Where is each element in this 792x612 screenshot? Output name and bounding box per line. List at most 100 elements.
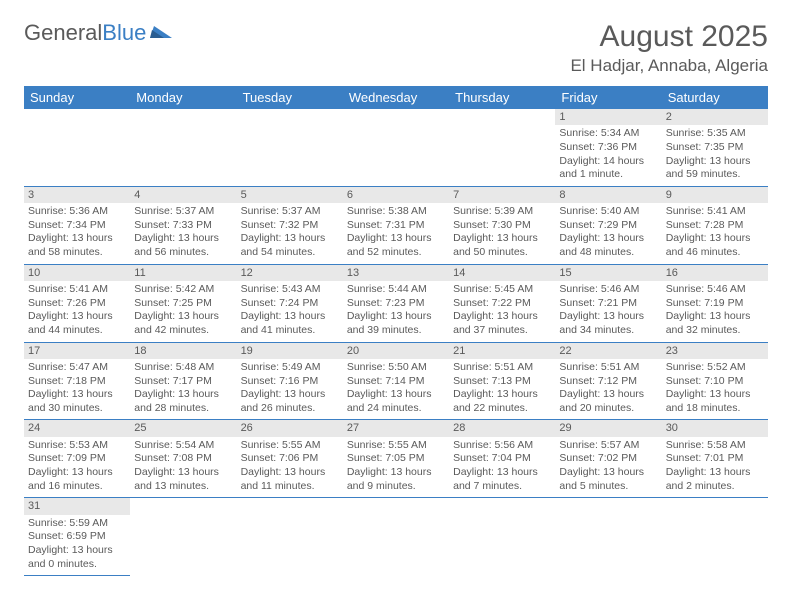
sunset-text: Sunset: 7:31 PM: [347, 219, 445, 233]
sunrise-text: Sunrise: 5:58 AM: [666, 439, 764, 453]
sunset-text: Sunset: 7:17 PM: [134, 375, 232, 389]
daylight-text: Daylight: 13 hours and 22 minutes.: [453, 388, 551, 415]
day-cell: 8Sunrise: 5:40 AMSunset: 7:29 PMDaylight…: [555, 186, 661, 264]
sunrise-text: Sunrise: 5:51 AM: [453, 361, 551, 375]
day-cell: 27Sunrise: 5:55 AMSunset: 7:05 PMDayligh…: [343, 420, 449, 498]
sunrise-text: Sunrise: 5:37 AM: [241, 205, 339, 219]
sunrise-text: Sunrise: 5:53 AM: [28, 439, 126, 453]
weekday-thursday: Thursday: [449, 86, 555, 109]
daylight-text: Daylight: 13 hours and 16 minutes.: [28, 466, 126, 493]
daylight-text: Daylight: 13 hours and 32 minutes.: [666, 310, 764, 337]
empty-cell: [237, 109, 343, 186]
daylight-text: Daylight: 13 hours and 42 minutes.: [134, 310, 232, 337]
sunset-text: Sunset: 6:59 PM: [28, 530, 126, 544]
sunrise-text: Sunrise: 5:59 AM: [28, 517, 126, 531]
day-cell: 11Sunrise: 5:42 AMSunset: 7:25 PMDayligh…: [130, 264, 236, 342]
logo-text-general: General: [24, 20, 102, 46]
empty-cell: [449, 498, 555, 576]
sunset-text: Sunset: 7:10 PM: [666, 375, 764, 389]
day-cell: 7Sunrise: 5:39 AMSunset: 7:30 PMDaylight…: [449, 186, 555, 264]
sunset-text: Sunset: 7:34 PM: [28, 219, 126, 233]
sunrise-text: Sunrise: 5:36 AM: [28, 205, 126, 219]
sunrise-text: Sunrise: 5:46 AM: [666, 283, 764, 297]
sunrise-text: Sunrise: 5:45 AM: [453, 283, 551, 297]
day-cell: 13Sunrise: 5:44 AMSunset: 7:23 PMDayligh…: [343, 264, 449, 342]
daylight-text: Daylight: 13 hours and 44 minutes.: [28, 310, 126, 337]
sunrise-text: Sunrise: 5:39 AM: [453, 205, 551, 219]
daylight-text: Daylight: 13 hours and 28 minutes.: [134, 388, 232, 415]
day-cell: 28Sunrise: 5:56 AMSunset: 7:04 PMDayligh…: [449, 420, 555, 498]
day-number: 15: [555, 265, 661, 281]
weekday-header-row: SundayMondayTuesdayWednesdayThursdayFrid…: [24, 86, 768, 109]
sunset-text: Sunset: 7:16 PM: [241, 375, 339, 389]
day-cell: 19Sunrise: 5:49 AMSunset: 7:16 PMDayligh…: [237, 342, 343, 420]
day-cell: 16Sunrise: 5:46 AMSunset: 7:19 PMDayligh…: [662, 264, 768, 342]
sunset-text: Sunset: 7:19 PM: [666, 297, 764, 311]
day-number: 20: [343, 343, 449, 359]
daylight-text: Daylight: 13 hours and 41 minutes.: [241, 310, 339, 337]
empty-cell: [24, 109, 130, 186]
sunset-text: Sunset: 7:26 PM: [28, 297, 126, 311]
sunrise-text: Sunrise: 5:49 AM: [241, 361, 339, 375]
empty-cell: [130, 498, 236, 576]
day-cell: 22Sunrise: 5:51 AMSunset: 7:12 PMDayligh…: [555, 342, 661, 420]
calendar-table: SundayMondayTuesdayWednesdayThursdayFrid…: [24, 86, 768, 576]
sunset-text: Sunset: 7:14 PM: [347, 375, 445, 389]
day-number: 30: [662, 420, 768, 436]
sunset-text: Sunset: 7:12 PM: [559, 375, 657, 389]
sunrise-text: Sunrise: 5:38 AM: [347, 205, 445, 219]
sunset-text: Sunset: 7:24 PM: [241, 297, 339, 311]
day-number: 11: [130, 265, 236, 281]
sunset-text: Sunset: 7:08 PM: [134, 452, 232, 466]
day-number: 2: [662, 109, 768, 125]
weekday-wednesday: Wednesday: [343, 86, 449, 109]
title-block: August 2025 El Hadjar, Annaba, Algeria: [570, 20, 768, 76]
sunrise-text: Sunrise: 5:54 AM: [134, 439, 232, 453]
day-number: 27: [343, 420, 449, 436]
sunrise-text: Sunrise: 5:41 AM: [28, 283, 126, 297]
day-cell: 14Sunrise: 5:45 AMSunset: 7:22 PMDayligh…: [449, 264, 555, 342]
weekday-monday: Monday: [130, 86, 236, 109]
empty-cell: [343, 498, 449, 576]
daylight-text: Daylight: 13 hours and 50 minutes.: [453, 232, 551, 259]
empty-cell: [662, 498, 768, 576]
day-cell: 6Sunrise: 5:38 AMSunset: 7:31 PMDaylight…: [343, 186, 449, 264]
daylight-text: Daylight: 13 hours and 18 minutes.: [666, 388, 764, 415]
daylight-text: Daylight: 13 hours and 20 minutes.: [559, 388, 657, 415]
day-number: 3: [24, 187, 130, 203]
day-cell: 4Sunrise: 5:37 AMSunset: 7:33 PMDaylight…: [130, 186, 236, 264]
sunrise-text: Sunrise: 5:42 AM: [134, 283, 232, 297]
daylight-text: Daylight: 13 hours and 24 minutes.: [347, 388, 445, 415]
empty-cell: [237, 498, 343, 576]
day-number: 31: [24, 498, 130, 514]
location-text: El Hadjar, Annaba, Algeria: [570, 56, 768, 76]
sunset-text: Sunset: 7:29 PM: [559, 219, 657, 233]
daylight-text: Daylight: 13 hours and 9 minutes.: [347, 466, 445, 493]
empty-cell: [555, 498, 661, 576]
day-number: 1: [555, 109, 661, 125]
sunset-text: Sunset: 7:09 PM: [28, 452, 126, 466]
sunrise-text: Sunrise: 5:51 AM: [559, 361, 657, 375]
sunset-text: Sunset: 7:21 PM: [559, 297, 657, 311]
weekday-sunday: Sunday: [24, 86, 130, 109]
day-cell: 29Sunrise: 5:57 AMSunset: 7:02 PMDayligh…: [555, 420, 661, 498]
daylight-text: Daylight: 13 hours and 34 minutes.: [559, 310, 657, 337]
sunrise-text: Sunrise: 5:57 AM: [559, 439, 657, 453]
day-number: 12: [237, 265, 343, 281]
day-number: 26: [237, 420, 343, 436]
empty-cell: [449, 109, 555, 186]
day-cell: 30Sunrise: 5:58 AMSunset: 7:01 PMDayligh…: [662, 420, 768, 498]
day-number: 21: [449, 343, 555, 359]
week-row: 1Sunrise: 5:34 AMSunset: 7:36 PMDaylight…: [24, 109, 768, 186]
week-row: 17Sunrise: 5:47 AMSunset: 7:18 PMDayligh…: [24, 342, 768, 420]
weekday-tuesday: Tuesday: [237, 86, 343, 109]
sunrise-text: Sunrise: 5:48 AM: [134, 361, 232, 375]
sunrise-text: Sunrise: 5:37 AM: [134, 205, 232, 219]
logo: GeneralBlue: [24, 20, 176, 46]
daylight-text: Daylight: 13 hours and 26 minutes.: [241, 388, 339, 415]
sunrise-text: Sunrise: 5:43 AM: [241, 283, 339, 297]
page-title: August 2025: [570, 20, 768, 54]
day-number: 14: [449, 265, 555, 281]
daylight-text: Daylight: 13 hours and 30 minutes.: [28, 388, 126, 415]
sunrise-text: Sunrise: 5:55 AM: [241, 439, 339, 453]
